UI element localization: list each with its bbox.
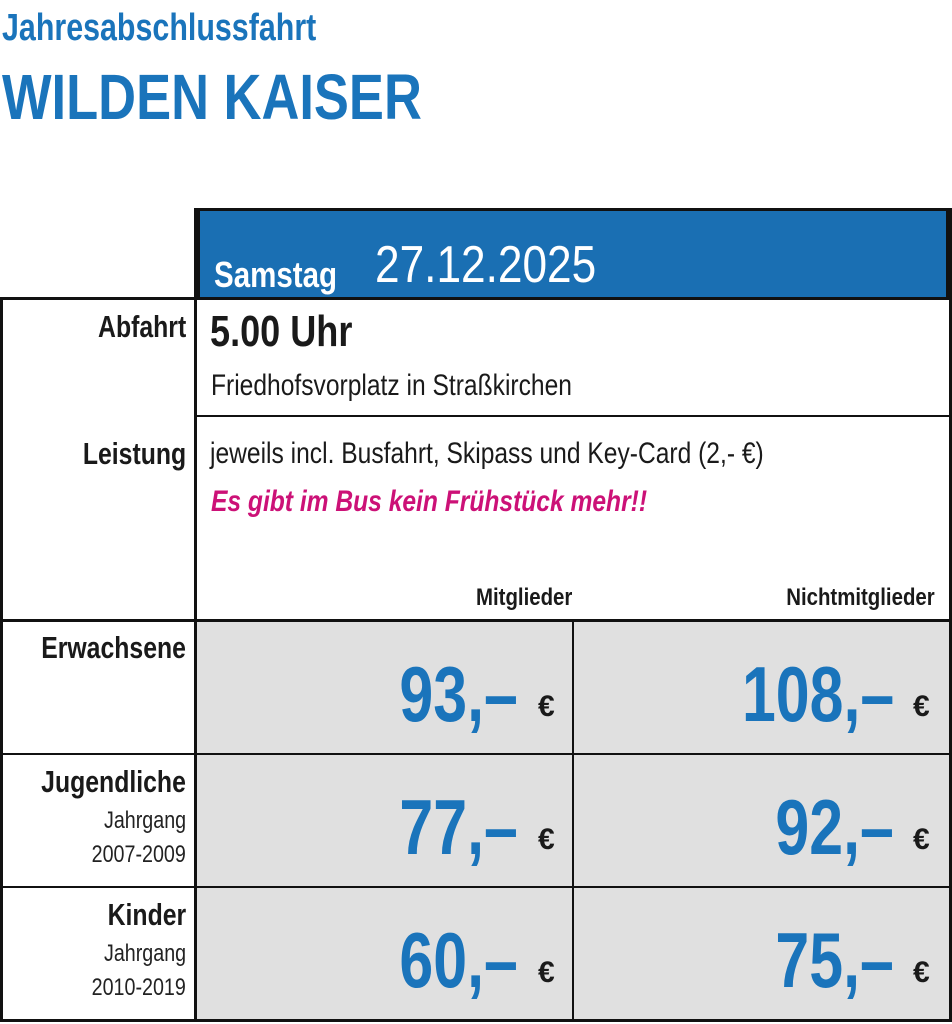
row-label-background: [0, 622, 196, 1022]
departure-place: Friedhofsvorplatz in Straßkirchen: [211, 369, 572, 402]
currency-symbol: €: [913, 956, 930, 989]
service-note: Es gibt im Bus kein Frühstück mehr!!: [211, 485, 648, 518]
currency-symbol: €: [538, 823, 555, 856]
departure-time: 5.00 Uhr: [210, 307, 353, 356]
row-year-range: 2010-2019: [91, 974, 186, 1001]
row-sublabel: Jahrgang: [103, 940, 186, 967]
currency-symbol: €: [538, 956, 555, 989]
row-label: Kinder: [107, 897, 186, 932]
main-heading: WILDEN KAISER: [2, 61, 422, 133]
price-nonmember: 75,–: [775, 916, 894, 1004]
column-header-nonmembers: Nichtmitglieder: [786, 584, 935, 611]
currency-symbol: €: [913, 690, 930, 723]
price-nonmember: 92,–: [775, 783, 894, 871]
price-member: 60,–: [399, 916, 518, 1004]
row-label: Jugendliche: [41, 764, 186, 799]
trip-date: 27.12.2025: [375, 236, 597, 294]
row-sublabel: Jahrgang: [103, 807, 186, 834]
subtitle-heading: Jahresabschlussfahrt: [2, 7, 317, 49]
price-nonmember: 108,–: [741, 650, 894, 738]
service-description: jeweils incl. Busfahrt, Skipass und Key-…: [210, 437, 764, 470]
departure-label: Abfahrt: [97, 309, 186, 344]
currency-symbol: €: [538, 690, 555, 723]
row-year-range: 2007-2009: [91, 841, 186, 868]
service-label: Leistung: [82, 436, 186, 471]
weekday-label: Samstag: [214, 254, 338, 295]
column-header-members: Mitglieder: [475, 584, 572, 611]
currency-symbol: €: [913, 823, 930, 856]
price-member: 77,–: [399, 783, 518, 871]
price-member: 93,–: [399, 650, 518, 738]
row-label: Erwachsene: [41, 630, 186, 665]
date-bar: Samstag 27.12.2025: [197, 208, 949, 298]
